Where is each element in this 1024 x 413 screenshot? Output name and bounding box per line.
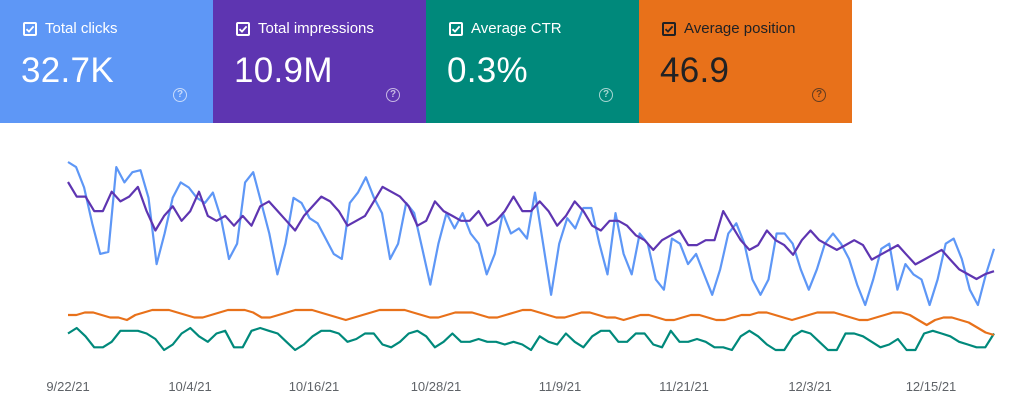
card-label: Total impressions bbox=[258, 20, 374, 37]
metric-card-total-impressions[interactable]: Total impressions 10.9M ? bbox=[213, 0, 426, 123]
card-label: Average position bbox=[684, 20, 796, 37]
series-line-impressions bbox=[67, 181, 995, 281]
card-label: Total clicks bbox=[45, 20, 118, 37]
x-tick-label: 11/9/21 bbox=[539, 379, 581, 394]
card-header: Total clicks bbox=[23, 20, 118, 38]
checkbox-checked-icon[interactable] bbox=[236, 22, 250, 36]
series-layer bbox=[67, 161, 996, 352]
card-header: Average CTR bbox=[449, 20, 562, 38]
help-circle-icon[interactable]: ? bbox=[812, 88, 826, 102]
card-value: 46.9 bbox=[660, 51, 730, 90]
x-axis-ticks: 9/22/21 10/4/21 10/16/21 10/28/21 11/9/21 11/… bbox=[46, 379, 956, 394]
x-tick-label: 11/21/21 bbox=[659, 379, 709, 394]
series-line-position bbox=[68, 308, 995, 337]
card-value: 10.9M bbox=[234, 51, 333, 90]
x-tick-label: 9/22/21 bbox=[46, 379, 89, 394]
x-tick-label: 10/28/21 bbox=[411, 379, 462, 394]
x-tick-label: 10/16/21 bbox=[289, 379, 340, 394]
x-tick-label: 12/15/21 bbox=[906, 379, 957, 394]
metric-card-average-position[interactable]: Average position 46.9 ? bbox=[639, 0, 852, 123]
metric-card-average-ctr[interactable]: Average CTR 0.3% ? bbox=[426, 0, 639, 123]
metric-card-total-clicks[interactable]: Total clicks 32.7K ? bbox=[0, 0, 213, 123]
x-tick-label: 10/4/21 bbox=[168, 379, 211, 394]
card-value: 0.3% bbox=[447, 51, 528, 90]
series-line-ctr bbox=[67, 326, 995, 352]
checkbox-checked-icon[interactable] bbox=[23, 22, 37, 36]
card-value: 32.7K bbox=[21, 51, 114, 90]
x-tick-label: 12/3/21 bbox=[788, 379, 831, 394]
help-circle-icon[interactable]: ? bbox=[599, 88, 613, 102]
card-header: Total impressions bbox=[236, 20, 374, 38]
help-circle-icon[interactable]: ? bbox=[173, 88, 187, 102]
metric-cards: Total clicks 32.7K ? Total impressions 1… bbox=[0, 0, 852, 123]
performance-chart: 9/22/21 10/4/21 10/16/21 10/28/21 11/9/21 11/… bbox=[46, 161, 996, 394]
checkbox-checked-icon[interactable] bbox=[662, 22, 676, 36]
help-circle-icon[interactable]: ? bbox=[386, 88, 400, 102]
card-header: Average position bbox=[662, 20, 795, 38]
series-line-clicks bbox=[67, 161, 996, 307]
card-label: Average CTR bbox=[471, 20, 562, 37]
checkbox-checked-icon[interactable] bbox=[449, 22, 463, 36]
